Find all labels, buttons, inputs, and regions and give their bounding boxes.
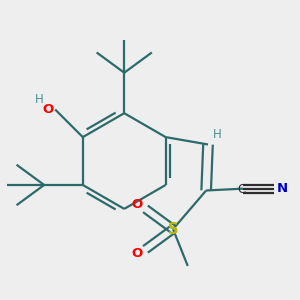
Text: O: O <box>42 103 53 116</box>
Text: O: O <box>132 247 143 260</box>
Text: N: N <box>277 182 288 195</box>
Text: H: H <box>35 93 44 106</box>
Text: H: H <box>213 128 222 141</box>
Text: S: S <box>168 222 178 237</box>
Text: C: C <box>237 183 245 196</box>
Text: O: O <box>132 198 143 211</box>
